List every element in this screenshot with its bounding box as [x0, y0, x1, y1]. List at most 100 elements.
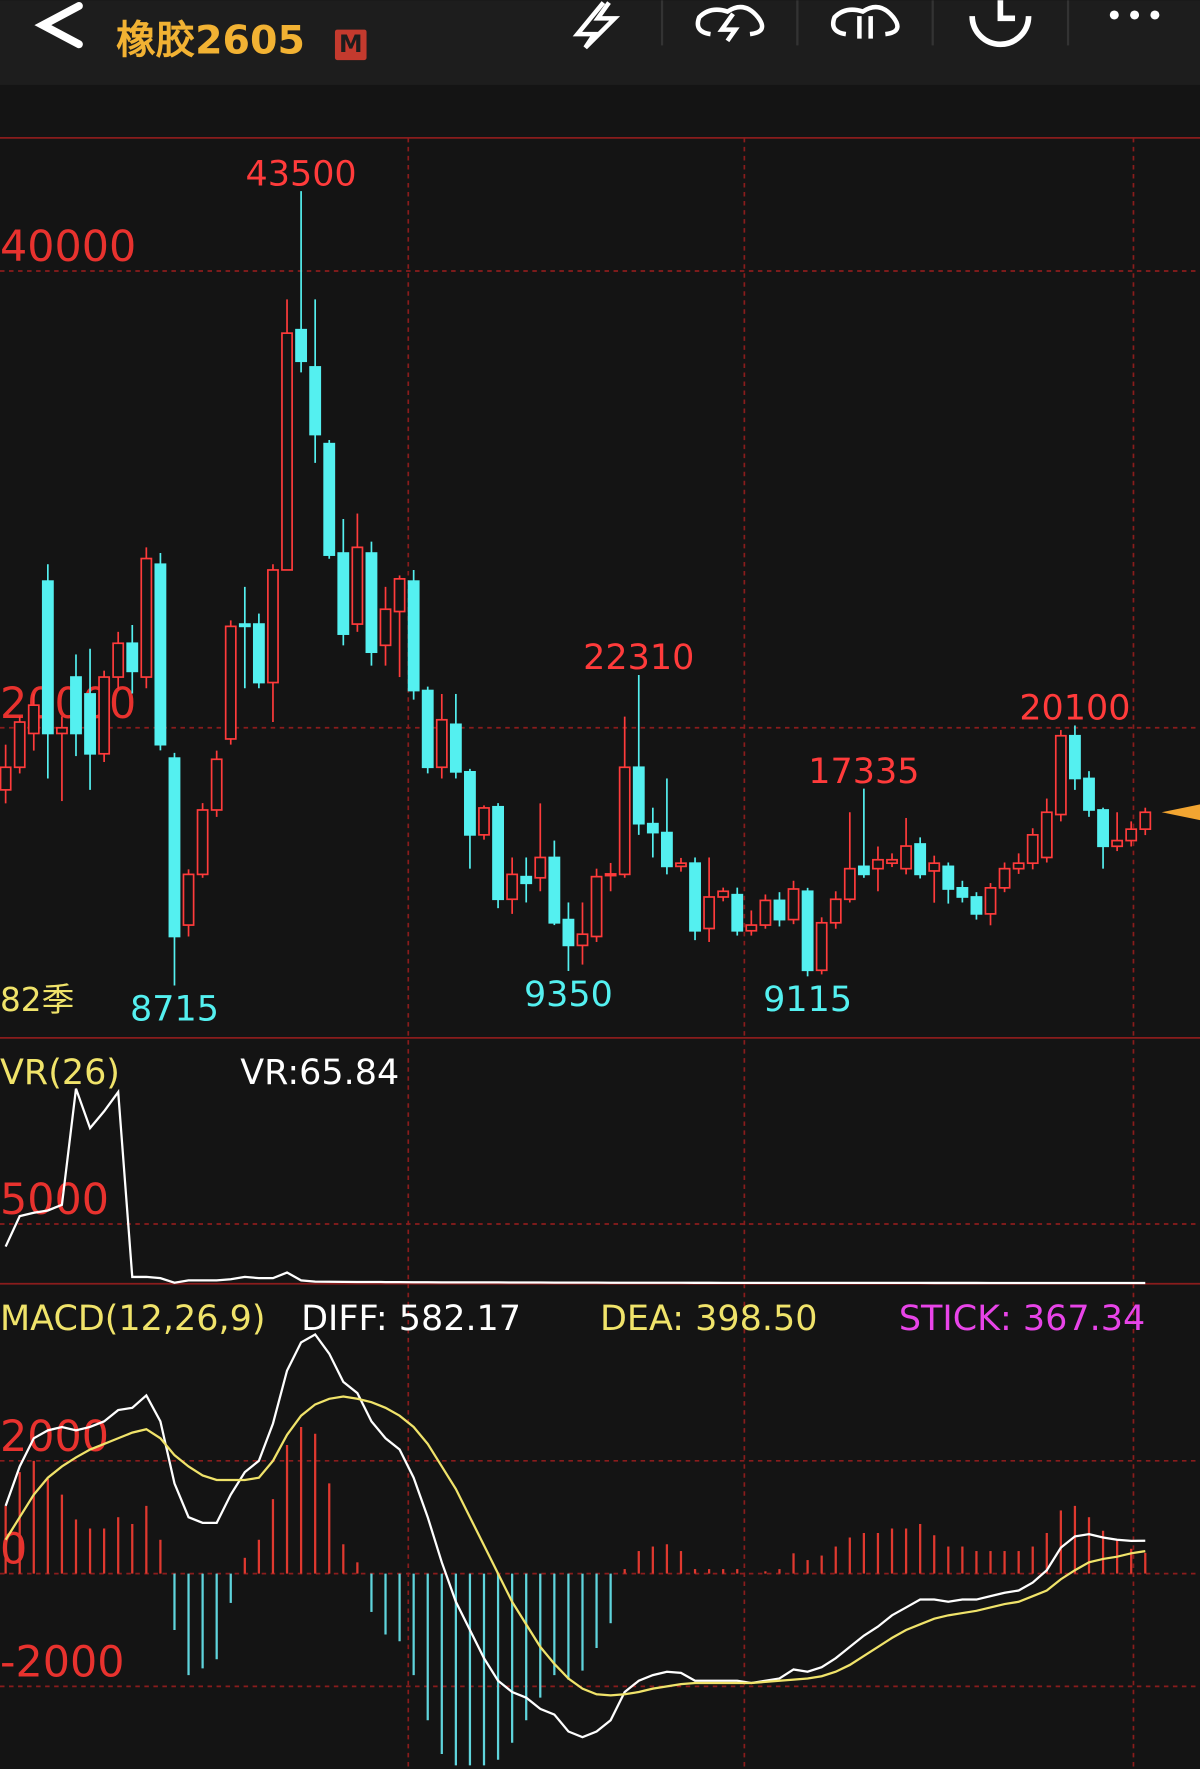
high-label: 22310 — [583, 638, 694, 678]
candle-body — [857, 865, 870, 876]
candle-body — [703, 896, 716, 930]
candle-body — [1040, 811, 1053, 859]
y-tick-label: 20000 — [0, 679, 136, 729]
legend-entry: DIFF: 582.17 — [301, 1299, 521, 1339]
candle-body — [112, 642, 125, 678]
candle-body — [379, 608, 392, 647]
candle-body — [323, 442, 336, 556]
candle-body — [731, 893, 744, 932]
candle-body — [660, 831, 673, 868]
candle-body — [309, 366, 322, 436]
annotation: 82季 — [0, 981, 74, 1019]
high-label: 17335 — [808, 752, 919, 792]
candle-body — [281, 332, 293, 571]
candle-body — [13, 721, 26, 769]
candle-body — [55, 726, 68, 735]
candle-body — [1083, 777, 1095, 811]
candle-body — [449, 723, 462, 773]
candle-body — [41, 580, 54, 735]
cloud-icon[interactable] — [830, 4, 900, 39]
candle-body — [435, 718, 448, 769]
candle-body — [815, 921, 828, 972]
candle-body — [365, 552, 378, 654]
legend-entry: STICK: 367.34 — [899, 1299, 1145, 1339]
candle-body — [548, 856, 561, 924]
candle-body — [886, 858, 898, 865]
candle-body — [351, 546, 364, 625]
low-label: 9350 — [524, 975, 613, 1015]
badge-text: M — [339, 30, 363, 58]
readout: VR:65.84 — [240, 1053, 399, 1093]
candle-body — [576, 933, 589, 947]
y-tick-label: 2000 — [0, 1412, 109, 1462]
candle-body — [689, 862, 701, 932]
y-tick-label: 40000 — [0, 222, 136, 272]
candle-body — [154, 563, 167, 746]
candle-body — [562, 918, 575, 947]
panel-title: VR(26) — [0, 1053, 120, 1093]
candle-body — [84, 693, 96, 755]
candle-body — [646, 822, 659, 834]
candle-body — [1125, 828, 1138, 842]
candle-body — [1069, 734, 1081, 780]
high-label: 43500 — [245, 154, 356, 194]
candle-body — [210, 758, 223, 811]
cloud-flash-icon[interactable] — [695, 4, 765, 37]
candle-body — [140, 557, 153, 678]
candle-body — [393, 578, 406, 613]
candle-body — [407, 580, 420, 692]
vr-line — [4, 1088, 1146, 1285]
candle-body — [492, 805, 504, 901]
candle-body — [675, 862, 687, 868]
candle-body — [787, 888, 800, 921]
back-button[interactable] — [34, 1, 83, 49]
candle-body — [506, 873, 519, 901]
candle-body — [238, 623, 251, 628]
low-label: 8715 — [130, 989, 219, 1029]
y-tick-label: -2000 — [0, 1637, 125, 1687]
candle-body — [984, 886, 997, 915]
lightning-icon[interactable] — [572, 1, 621, 50]
candle-body — [843, 867, 856, 901]
candle-body — [998, 867, 1011, 889]
candle-body — [618, 766, 631, 876]
candle-body — [267, 569, 279, 684]
candle-body — [1012, 862, 1025, 870]
title: 橡胶2605 — [116, 18, 305, 64]
candle-body — [928, 862, 941, 872]
candle-body — [956, 886, 969, 898]
cloud-flash-bolt — [717, 12, 740, 43]
candle-body — [534, 856, 547, 879]
candle-body — [1139, 811, 1152, 831]
candle-body — [126, 642, 139, 673]
candle-body — [872, 858, 884, 870]
macd-line — [4, 1333, 1146, 1739]
candle-body — [27, 704, 40, 735]
candle-body — [295, 328, 308, 363]
candle-body — [421, 689, 434, 769]
low-label: 9115 — [763, 980, 852, 1020]
candle-body — [801, 890, 814, 972]
candle-body — [252, 623, 265, 684]
vertical-grid — [407, 137, 1135, 1769]
candle-body — [745, 924, 758, 932]
candle-body — [759, 899, 772, 926]
clock-icon[interactable] — [969, 0, 1032, 48]
badge — [334, 29, 367, 61]
candle-body — [98, 676, 111, 755]
candle-body — [717, 890, 730, 898]
more-button[interactable] — [1109, 10, 1160, 20]
candle-body — [1026, 834, 1039, 865]
candle-body — [478, 807, 490, 836]
high-label: 20100 — [1019, 689, 1130, 729]
candle-body — [900, 845, 913, 870]
last-price-pointer — [1161, 804, 1200, 821]
candle-body — [1111, 839, 1124, 848]
candle-body — [970, 896, 983, 915]
candle-body — [590, 875, 603, 938]
candle-body — [773, 899, 786, 921]
y-tick-label: 0 — [0, 1525, 27, 1575]
candle-body — [829, 898, 842, 924]
candle-body — [196, 809, 209, 876]
